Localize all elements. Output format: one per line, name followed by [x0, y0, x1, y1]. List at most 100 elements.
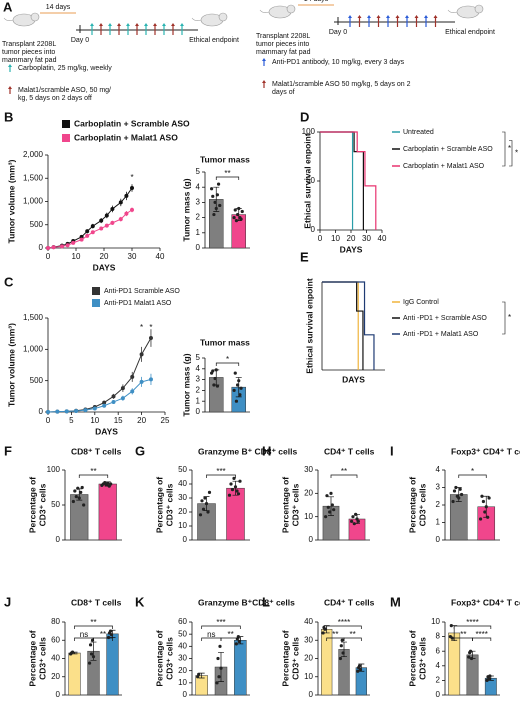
data-point — [484, 505, 488, 509]
data-point — [238, 479, 242, 483]
significance-bracket — [472, 637, 492, 641]
chart-title: CD8⁺ T cells — [71, 597, 122, 607]
y-tick-label: 0 — [196, 243, 201, 252]
significance: ns — [80, 630, 88, 639]
interval: 14 days — [46, 4, 71, 11]
x-axis-label: DAYS — [95, 426, 118, 436]
y-axis-label: Percentage of — [407, 630, 417, 686]
point — [118, 200, 123, 205]
data-point — [329, 491, 333, 495]
mouse-head — [286, 4, 296, 14]
arrow-head — [108, 23, 112, 26]
arrow-head — [376, 15, 381, 18]
data-point — [109, 482, 113, 486]
bar — [195, 675, 208, 696]
data-point — [76, 486, 80, 490]
data-point — [357, 664, 362, 668]
y-tick-label: 50 — [178, 629, 187, 638]
data-point — [236, 492, 241, 496]
data-point — [203, 496, 207, 500]
legend-label: Carboplatin + Scramble ASO — [74, 118, 190, 128]
arrow-head — [405, 15, 409, 18]
y-tick-label: 60 — [178, 617, 187, 626]
data-point — [478, 517, 483, 521]
significance: ** — [100, 630, 106, 639]
panel-letter: M — [390, 594, 401, 609]
data-point — [450, 636, 454, 640]
data-point — [354, 512, 358, 516]
x-tick-label: 0 — [46, 252, 51, 261]
y-tick-label: 0 — [436, 690, 441, 699]
significance: ** — [332, 630, 338, 639]
mouse-tail — [3, 17, 14, 21]
data-point — [218, 203, 222, 208]
legend-label: Anti -PD1 + Scramble ASO — [403, 315, 487, 322]
y-tick-label: 1,000 — [23, 344, 44, 353]
arrow-head — [262, 58, 266, 61]
point — [110, 220, 115, 225]
arrow-head — [424, 15, 428, 18]
point — [148, 336, 153, 341]
chart-title: Granzyme B⁺ CD8⁺ cells — [198, 446, 297, 456]
data-point — [233, 485, 238, 489]
survival-curve — [322, 281, 364, 370]
data-point — [82, 503, 86, 507]
panel-letter: I — [390, 443, 394, 458]
data-point — [77, 496, 81, 500]
significance-bracket — [502, 301, 506, 335]
point — [83, 408, 88, 413]
bar — [98, 483, 117, 541]
legend-swatch — [92, 299, 100, 307]
x-tick-label: 40 — [378, 234, 387, 243]
y-tick-label: 0 — [56, 690, 61, 699]
mouse-head — [30, 12, 40, 22]
data-point — [234, 642, 238, 646]
panel-letter: G — [135, 443, 145, 458]
y-tick-label: 3 — [436, 483, 441, 492]
point — [110, 206, 115, 211]
y-tick-label: 0 — [183, 535, 188, 544]
data-point — [486, 515, 490, 519]
data-point — [217, 675, 221, 679]
y-axis-label: Percentage of — [154, 477, 164, 533]
arrow-head — [367, 15, 371, 18]
data-point — [240, 209, 244, 214]
data-point — [358, 667, 363, 672]
point — [46, 246, 50, 250]
data-point — [235, 489, 239, 493]
x-axis-label: DAYS — [342, 374, 365, 384]
significance: * — [130, 173, 133, 182]
data-point — [198, 513, 203, 517]
arrow-head — [153, 23, 157, 26]
chart-title: Foxp3⁺ CD4⁺ T cells — [451, 446, 520, 456]
schematic-text: Transplant 2208L — [2, 41, 56, 48]
data-point — [212, 212, 216, 217]
treatment-label: Anti-PD1 antibody, 10 mg/kg, every 3 day… — [272, 59, 405, 66]
x-tick-label: 40 — [156, 252, 165, 261]
data-point — [201, 507, 206, 511]
y-tick-label: 20 — [178, 666, 187, 675]
data-point — [449, 624, 453, 628]
x-tick-label: 10 — [90, 416, 99, 425]
data-point — [106, 481, 110, 485]
survival-curve — [322, 281, 359, 370]
schematic-text: mammary fat pad — [256, 49, 311, 56]
y-tick-label: 0 — [436, 535, 441, 544]
treatment-label: Malat1/scramble ASO, 50 mg/ — [18, 87, 111, 94]
data-point — [89, 652, 94, 656]
significance: * — [508, 313, 511, 322]
data-point — [351, 515, 355, 519]
data-point — [352, 522, 356, 526]
point — [124, 211, 129, 216]
interval: 14 days — [304, 0, 329, 3]
data-point — [480, 494, 484, 498]
y-tick-label: 4 — [196, 364, 201, 373]
treatment-label: kg, 5 days on 2 days off — [18, 95, 92, 102]
data-point — [481, 499, 486, 504]
bar — [448, 632, 461, 696]
y-axis-label: Ethical survival enpoint — [304, 278, 314, 374]
survival-curve — [320, 131, 377, 230]
x-tick-label: 0 — [46, 416, 51, 425]
mouse-tail — [447, 9, 458, 13]
data-point — [196, 675, 200, 679]
